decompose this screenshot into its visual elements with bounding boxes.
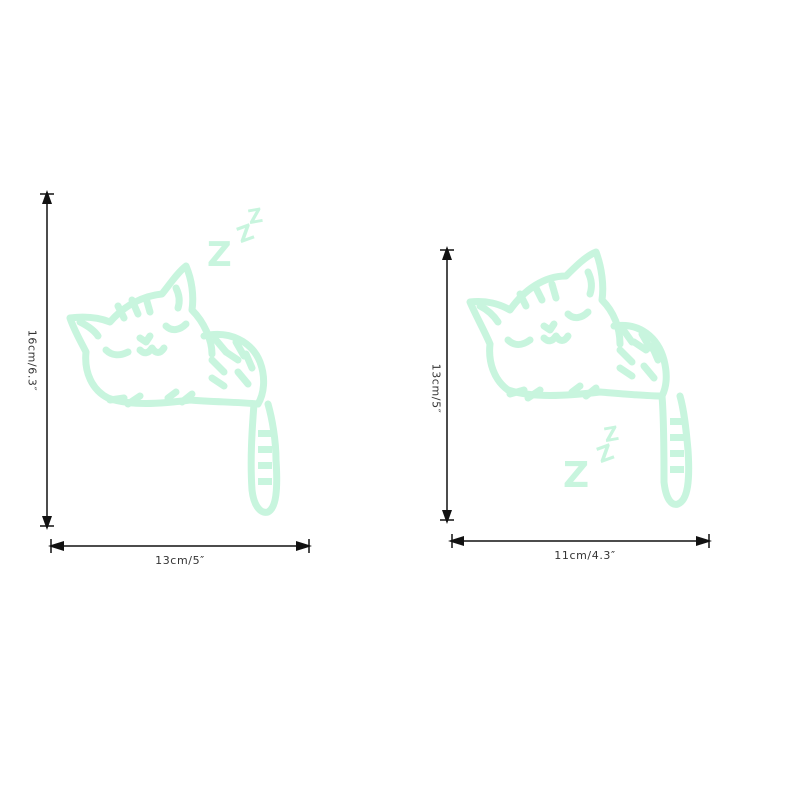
height-arrow-head-bottom <box>42 516 52 530</box>
width-label: 11cm/4.3″ <box>554 549 616 562</box>
tail-stripe <box>258 430 272 437</box>
width-label: 13cm/5″ <box>155 554 205 567</box>
left-cat-sticker: Z Z Z 16cm/6.3″ 13cm/5″ <box>26 190 312 567</box>
height-arrow-head-top <box>42 190 52 204</box>
width-arrow-head-right <box>296 541 312 551</box>
height-label: 13cm/5″ <box>429 363 443 414</box>
left-dimension-arrows <box>40 190 312 553</box>
zzz-letter: Z <box>207 235 232 275</box>
sleeping-cat-icon <box>66 262 281 516</box>
width-arrow-head-left <box>48 541 64 551</box>
zzz-letter: Z <box>563 455 590 496</box>
